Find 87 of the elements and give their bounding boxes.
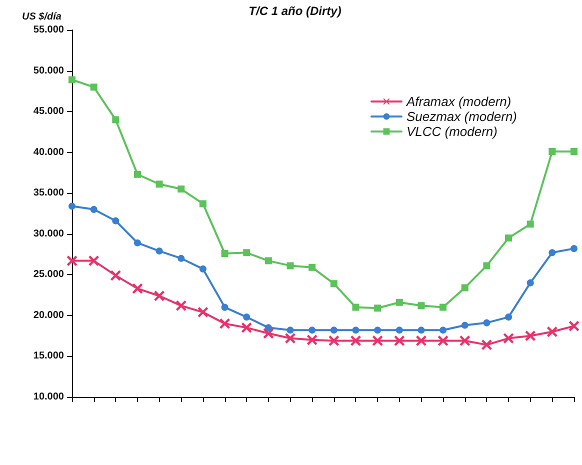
point — [440, 304, 447, 311]
point — [330, 280, 338, 288]
point — [132, 284, 142, 294]
point — [461, 322, 468, 329]
point — [374, 304, 382, 312]
point — [67, 256, 77, 266]
point — [483, 319, 490, 326]
point — [525, 330, 536, 341]
y-tick-label: 35.000 — [33, 188, 64, 199]
point — [505, 234, 512, 242]
point — [483, 262, 490, 270]
point — [352, 304, 360, 311]
y-tick-label: 10.000 — [33, 392, 64, 402]
point — [548, 249, 556, 256]
point — [308, 326, 316, 334]
point — [570, 148, 578, 156]
point — [461, 284, 468, 292]
y-tick-label: 45.000 — [33, 106, 64, 118]
point — [134, 239, 141, 246]
point — [374, 326, 382, 334]
point — [264, 324, 272, 332]
point — [352, 326, 360, 334]
point — [68, 76, 76, 84]
y-tick-label: 40.000 — [33, 146, 64, 158]
chart-title: T/C 1 año (Dirty) — [248, 4, 342, 18]
point — [372, 336, 383, 346]
point — [328, 336, 339, 346]
point — [68, 202, 76, 210]
point — [243, 249, 250, 256]
point — [178, 254, 185, 262]
point — [154, 290, 164, 301]
point — [176, 300, 186, 311]
point — [547, 326, 558, 337]
legend-label: VLCC (modern) — [406, 124, 498, 139]
y-tick-label: 30.000 — [33, 228, 64, 240]
point — [264, 257, 272, 264]
y-axis-title: US $/día — [22, 12, 62, 22]
point — [394, 336, 404, 346]
point — [526, 279, 534, 286]
point — [308, 264, 316, 271]
point — [418, 302, 425, 310]
point — [263, 328, 274, 338]
y-tick-label: 20.000 — [33, 310, 64, 321]
point — [110, 270, 121, 280]
point — [307, 334, 318, 345]
point — [396, 326, 403, 334]
point — [330, 326, 338, 334]
point — [90, 84, 98, 91]
point — [418, 326, 425, 334]
point — [156, 180, 163, 188]
point — [570, 245, 578, 252]
point — [505, 314, 512, 321]
point — [199, 200, 206, 208]
point — [242, 322, 252, 333]
point — [396, 298, 403, 306]
point — [178, 186, 185, 193]
point — [440, 326, 447, 334]
point — [221, 304, 228, 311]
point — [88, 256, 99, 266]
point — [460, 336, 470, 346]
point — [569, 321, 579, 332]
point — [286, 262, 294, 270]
point — [526, 220, 534, 228]
point — [221, 250, 228, 257]
point — [243, 314, 250, 321]
legend-label: Suezmax (modern) — [406, 109, 518, 124]
point — [350, 336, 361, 346]
y-tick-label: 55.000 — [33, 24, 64, 36]
point — [286, 326, 294, 334]
point — [416, 336, 426, 346]
y-tick-label: 50.000 — [33, 65, 64, 76]
point — [156, 248, 163, 255]
point — [438, 336, 448, 346]
point — [285, 333, 296, 344]
point — [112, 116, 120, 124]
point — [482, 340, 492, 350]
point — [220, 318, 230, 329]
point — [90, 206, 98, 213]
point — [134, 170, 141, 178]
point — [548, 148, 556, 156]
point — [504, 333, 514, 344]
y-tick-label: 25.000 — [33, 269, 64, 280]
legend-label: Aframax (modern) — [405, 94, 512, 109]
y-tick-label: 15.000 — [33, 350, 64, 362]
point — [198, 307, 208, 318]
point — [112, 217, 120, 224]
point — [199, 265, 206, 272]
